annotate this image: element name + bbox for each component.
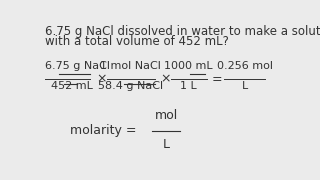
Text: 452 mL: 452 mL [51,81,93,91]
Text: 0.256 mol: 0.256 mol [217,61,273,71]
Text: 1 mol NaCl: 1 mol NaCl [100,61,161,71]
Text: ×: × [96,73,106,86]
Text: 6.75 g NaCl dissolved in water to make a solution: 6.75 g NaCl dissolved in water to make a… [45,25,320,38]
Text: =: = [212,73,223,86]
Text: 1000 mL: 1000 mL [164,61,213,71]
Text: 6.75 g NaCl: 6.75 g NaCl [45,61,110,71]
Text: 58.4 g NaCl: 58.4 g NaCl [98,81,163,91]
Text: molarity =: molarity = [70,124,141,138]
Text: with a total volume of 452 mL?: with a total volume of 452 mL? [45,35,228,48]
Text: 1 L: 1 L [180,81,197,91]
Text: ×: × [160,73,171,86]
Text: mol: mol [155,109,178,122]
Text: L: L [242,81,248,91]
Text: L: L [163,138,170,151]
